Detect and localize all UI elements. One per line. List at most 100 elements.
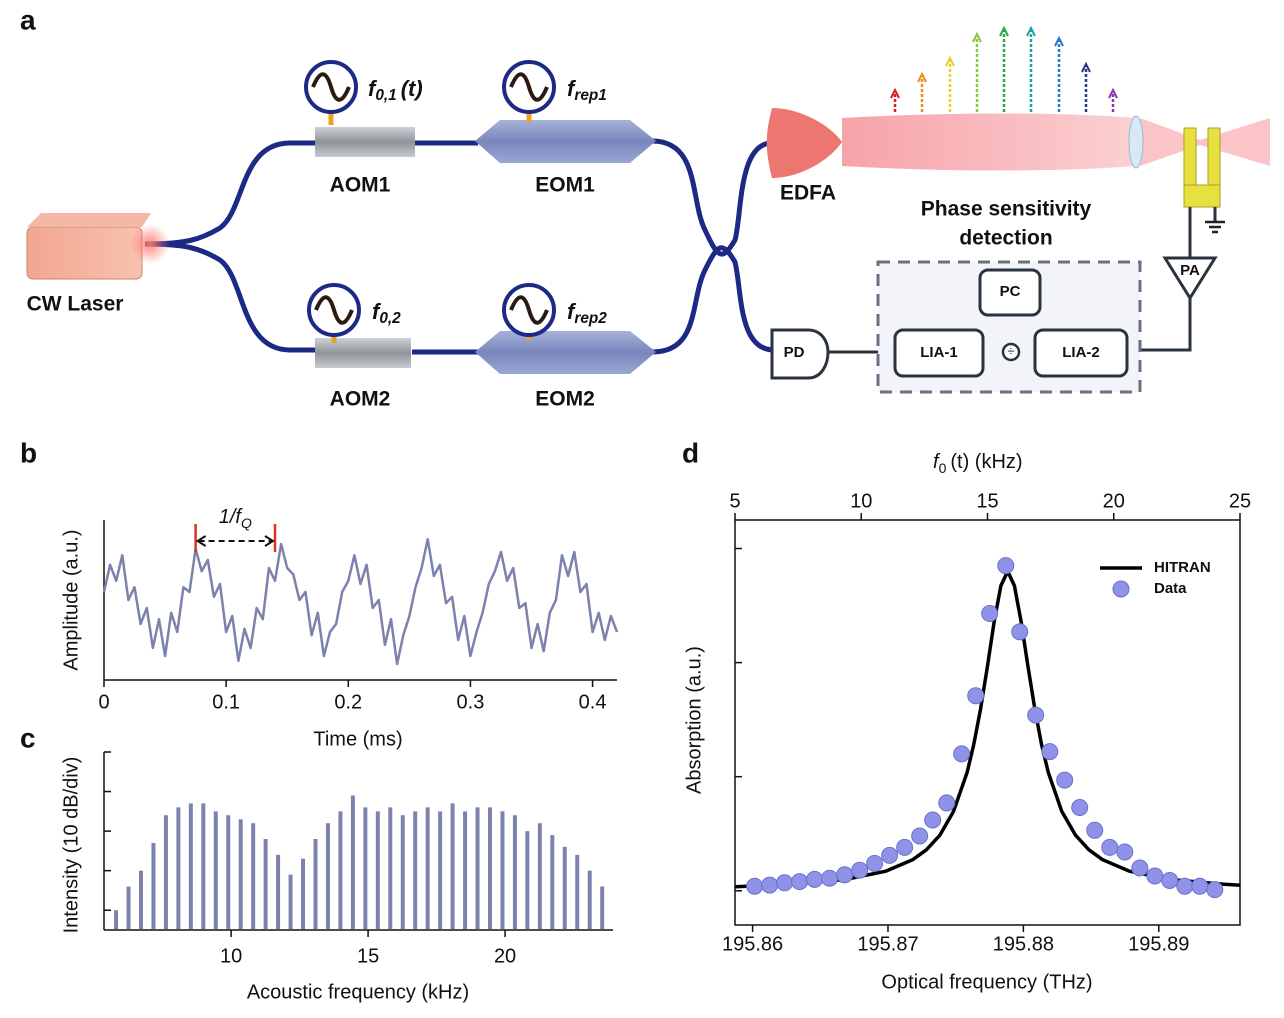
x-tick-label: 10 — [220, 945, 242, 967]
data-point — [1011, 623, 1029, 641]
data-point — [746, 877, 764, 895]
x2-tick-label: 20 — [1103, 490, 1125, 512]
data-point — [1206, 881, 1224, 899]
subscript: 0,2 — [379, 310, 401, 327]
legend-label: Data — [1154, 580, 1187, 597]
math-label: f0,2 — [372, 299, 401, 327]
comb-arrow — [1054, 35, 1064, 47]
math-label: frep2 — [567, 299, 607, 327]
data-point — [836, 866, 854, 884]
signal-wire — [1127, 298, 1192, 352]
x-tick-label: 0.2 — [334, 691, 362, 713]
preamp — [1162, 256, 1218, 301]
eom — [475, 120, 656, 163]
lia-box — [893, 328, 985, 378]
label: EDFA — [780, 182, 836, 205]
comb-arrow — [945, 55, 955, 67]
label: CW Laser — [27, 293, 124, 316]
data-point — [1191, 877, 1209, 895]
data-point — [924, 811, 942, 829]
suffix: (t) — [401, 76, 423, 101]
x-tick-label: 0 — [98, 691, 109, 713]
legend-key — [1112, 580, 1130, 598]
math-label: frep1 — [567, 76, 607, 104]
x2-tick-label: 15 — [976, 490, 998, 512]
x-tick-label: 195.86 — [722, 933, 783, 955]
data-point — [1071, 798, 1089, 816]
x2-tick-label: 25 — [1229, 490, 1251, 512]
x-tick-label: 0.4 — [579, 691, 607, 713]
lens — [1128, 115, 1144, 169]
math-label: f0,1 (t) — [368, 76, 423, 104]
panel-label: b — [20, 437, 37, 468]
data-point — [1116, 843, 1134, 861]
x-tick-label: 195.89 — [1128, 933, 1189, 955]
symbol: f — [368, 76, 378, 101]
label: AOM1 — [330, 174, 391, 197]
frequency-comb — [890, 25, 1118, 112]
lia-box — [1033, 328, 1129, 378]
panel-label: a — [20, 4, 36, 35]
edfa — [766, 108, 842, 178]
data-point — [881, 846, 899, 864]
symbol: f — [933, 451, 941, 473]
data-point — [1131, 859, 1149, 877]
label: EOM2 — [535, 388, 595, 411]
y-axis-label: Amplitude (a.u.) — [60, 529, 82, 670]
panel-label: c — [20, 722, 36, 753]
pc-box — [978, 268, 1042, 317]
data-point — [821, 869, 839, 887]
laser-top — [27, 213, 151, 227]
comb-arrow — [1026, 25, 1036, 37]
label: detection — [959, 227, 1052, 250]
label: LIA-1 — [920, 344, 958, 361]
tuning-fork — [1183, 127, 1225, 258]
x-tick-label: 0.3 — [457, 691, 485, 713]
symbol: f — [567, 76, 577, 101]
x-tick-label: 195.88 — [993, 933, 1054, 955]
annotation-sub: Q — [241, 515, 252, 531]
x-tick-label: 20 — [494, 945, 516, 967]
aom — [315, 338, 411, 368]
data-point — [981, 605, 999, 623]
signal-line — [102, 537, 619, 666]
data-point — [851, 861, 869, 879]
x2-tick-label: 10 — [850, 490, 872, 512]
data-point — [953, 745, 971, 763]
subscript: 0 — [939, 460, 947, 476]
setup-diagram: ÷ CW Laser AOM1 EOM1 AOM2 EOM2 EDFA Phas… — [26, 25, 1270, 411]
comb-arrow — [972, 31, 982, 43]
aom — [315, 127, 415, 157]
panel-label: d — [682, 437, 699, 468]
laser-beam — [842, 113, 1135, 171]
x-tick-label: 0.1 — [212, 691, 240, 713]
annotation-text: 1/f — [219, 506, 244, 528]
data-point — [967, 687, 985, 705]
x-tick-label: 15 — [357, 945, 379, 967]
legend-label: HITRAN — [1154, 559, 1211, 576]
subscript: rep2 — [574, 310, 607, 327]
arrow-head — [195, 535, 275, 547]
suffix: (t) (kHz) — [950, 451, 1022, 473]
comb-arrow — [1108, 87, 1118, 99]
comb-arrow — [1081, 61, 1091, 73]
data-point — [1086, 821, 1104, 839]
x-axis-label: Acoustic frequency (kHz) — [247, 981, 469, 1003]
y-axis-label: Intensity (10 dB/div) — [60, 757, 82, 934]
data-point — [1041, 743, 1059, 761]
data-point — [1146, 867, 1164, 885]
laser — [26, 226, 143, 280]
fiber — [651, 138, 773, 257]
math-label: f0 (t) (kHz) — [933, 451, 1023, 475]
data-point — [938, 794, 956, 812]
data-point — [1056, 771, 1074, 789]
data-point — [776, 874, 794, 892]
comb-arrow — [890, 87, 900, 99]
x-tick-label: 195.87 — [857, 933, 918, 955]
data-point — [1176, 877, 1194, 895]
data-point — [866, 854, 884, 872]
divider — [1001, 342, 1021, 362]
data-point — [761, 876, 779, 894]
label: LIA-2 — [1062, 344, 1100, 361]
